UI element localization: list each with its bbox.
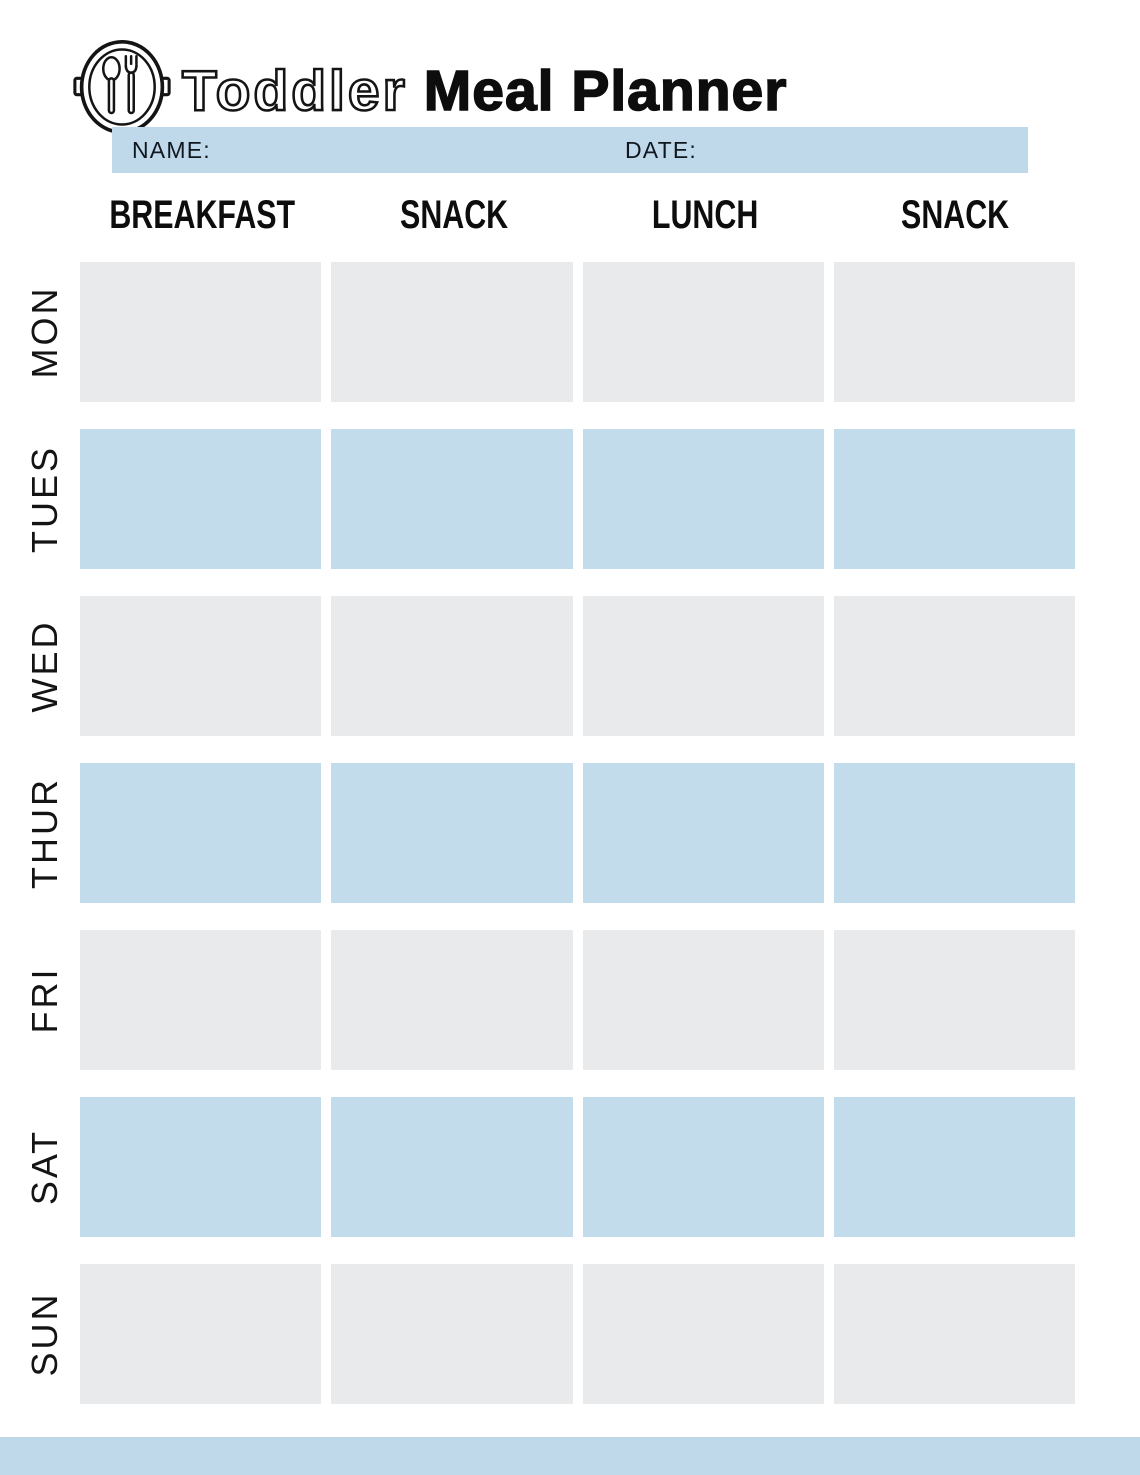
meal-cell[interactable] [833,1097,1075,1237]
page-title-solid-words: Meal Planner [423,58,788,123]
day-row: THUR [24,763,1075,903]
day-label-sun: SUN [24,1291,65,1377]
name-date-bar: NAME: DATE: [112,127,1028,173]
meal-cell[interactable] [582,763,824,903]
meal-cell[interactable] [80,262,322,402]
meal-cell[interactable] [331,429,573,569]
date-input-area[interactable] [702,127,1022,173]
date-label: DATE: [625,136,698,163]
day-label-fri: FRI [24,966,65,1034]
meal-column-headers: BREAKFAST SNACK LUNCH SNACK [80,194,1075,236]
plate-with-spoon-and-fork-icon [72,34,172,140]
meal-cell[interactable] [833,763,1075,903]
meal-cell[interactable] [582,596,824,736]
page-title-outline-word: Toddler [181,58,408,123]
meal-cell[interactable] [331,1264,573,1404]
meal-cell[interactable] [833,930,1075,1070]
footer-accent-bar [0,1437,1140,1475]
meal-cell[interactable] [331,763,573,903]
meal-cell[interactable] [331,1097,573,1237]
day-label-wed: WED [24,619,65,713]
meal-planner-grid: MON TUES WED THUR FRI SAT [24,262,1075,1404]
meal-cell[interactable] [80,429,322,569]
name-input-area[interactable] [312,127,612,173]
meal-cell[interactable] [331,596,573,736]
name-label: NAME: [132,136,211,163]
day-row: MON [24,262,1075,402]
page-title: Toddler Meal Planner [181,56,788,126]
day-label-thur: THUR [24,777,65,889]
meal-cell[interactable] [582,429,824,569]
meal-cell[interactable] [833,262,1075,402]
meal-cell[interactable] [582,1097,824,1237]
meal-cell[interactable] [80,1264,322,1404]
meal-cell[interactable] [582,930,824,1070]
day-label-mon: MON [24,285,65,379]
day-row: FRI [24,930,1075,1070]
column-header-lunch: LUNCH [651,193,758,237]
meal-cell[interactable] [833,1264,1075,1404]
day-row: SUN [24,1264,1075,1404]
meal-cell[interactable] [80,930,322,1070]
day-row: SAT [24,1097,1075,1237]
meal-cell[interactable] [582,262,824,402]
meal-cell[interactable] [80,763,322,903]
day-row: TUES [24,429,1075,569]
meal-cell[interactable] [833,596,1075,736]
day-label-tues: TUES [24,444,65,554]
column-header-snack-pm: SNACK [900,193,1009,237]
meal-cell[interactable] [80,1097,322,1237]
column-header-snack-am: SNACK [400,193,509,237]
meal-cell[interactable] [331,262,573,402]
meal-cell[interactable] [833,429,1075,569]
meal-cell[interactable] [80,596,322,736]
meal-cell[interactable] [331,930,573,1070]
day-row: WED [24,596,1075,736]
meal-cell[interactable] [582,1264,824,1404]
day-label-sat: SAT [24,1128,65,1206]
column-header-breakfast: BREAKFAST [109,193,296,237]
